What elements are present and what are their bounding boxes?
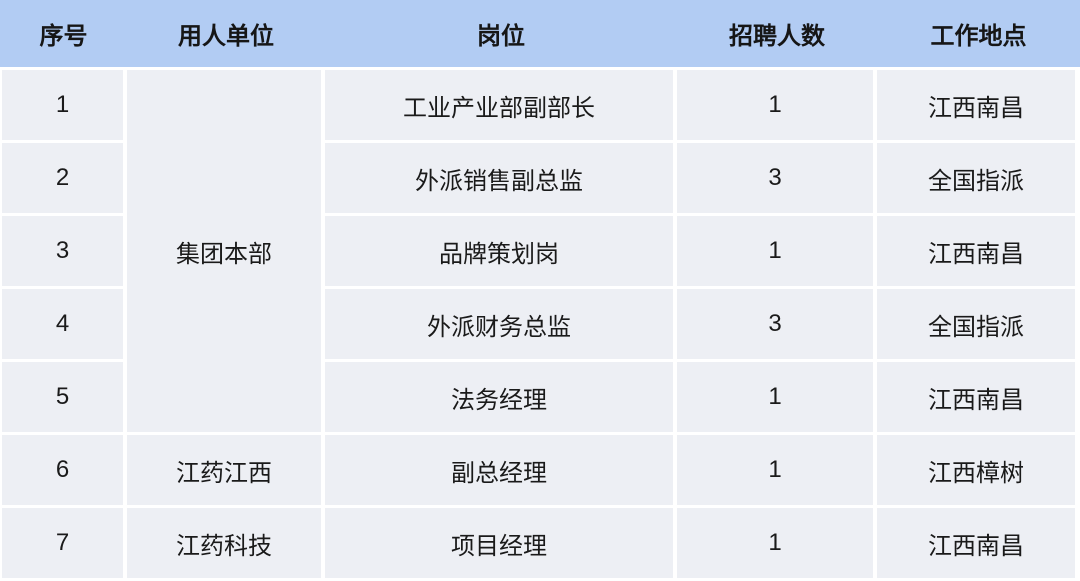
cell-serial-number: 3 (0, 216, 127, 289)
cell-recruit-count: 1 (677, 508, 877, 581)
cell-work-location: 全国指派 (877, 289, 1080, 362)
cell-serial-number: 2 (0, 143, 127, 216)
table-row: 6 江药江西 副总经理 1 江西樟树 (0, 435, 1080, 508)
cell-employer: 江药科技 (127, 508, 325, 581)
table-row: 5 法务经理 1 江西南昌 (0, 362, 1080, 435)
cell-position: 项目经理 (325, 508, 677, 581)
cell-recruit-count: 1 (677, 70, 877, 143)
cell-serial-number: 1 (0, 70, 127, 143)
table-row: 4 外派财务总监 3 全国指派 (0, 289, 1080, 362)
header-recruit-count: 招聘人数 (677, 0, 877, 70)
cell-recruit-count: 1 (677, 216, 877, 289)
cell-position: 法务经理 (325, 362, 677, 435)
table-row: 3 品牌策划岗 1 江西南昌 (0, 216, 1080, 289)
table-row: 1 集团本部 工业产业部副部长 1 江西南昌 (0, 70, 1080, 435)
header-row: 序号 用人单位 岗位 招聘人数 工作地点 (0, 0, 1080, 70)
cell-work-location: 全国指派 (877, 143, 1080, 216)
cell-serial-number: 7 (0, 508, 127, 581)
cell-position: 品牌策划岗 (325, 216, 677, 289)
cell-serial-number: 4 (0, 289, 127, 362)
cell-position: 工业产业部副部长 (325, 70, 677, 143)
header-work-location: 工作地点 (877, 0, 1080, 70)
table-row: 7 江药科技 项目经理 1 江西南昌 (0, 508, 1080, 581)
table-row: 2 外派销售副总监 3 全国指派 (0, 143, 1080, 216)
header-employer: 用人单位 (127, 0, 325, 70)
cell-work-location: 江西南昌 (877, 508, 1080, 581)
cell-work-location: 江西南昌 (877, 362, 1080, 435)
cell-work-location: 江西南昌 (877, 216, 1080, 289)
cell-work-location: 江西樟树 (877, 435, 1080, 508)
header-serial-number: 序号 (0, 0, 127, 70)
cell-recruit-count: 3 (677, 143, 877, 216)
cell-work-location: 江西南昌 (877, 70, 1080, 143)
header-position: 岗位 (325, 0, 677, 70)
cell-recruit-count: 1 (677, 362, 877, 435)
cell-employer: 江药江西 (127, 435, 325, 508)
cell-position: 副总经理 (325, 435, 677, 508)
cell-serial-number: 5 (0, 362, 127, 435)
cell-employer-merged: 集团本部 (127, 70, 325, 435)
cell-serial-number: 6 (0, 435, 127, 508)
cell-position: 外派财务总监 (325, 289, 677, 362)
cell-recruit-count: 1 (677, 435, 877, 508)
cell-recruit-count: 3 (677, 289, 877, 362)
cell-position: 外派销售副总监 (325, 143, 677, 216)
